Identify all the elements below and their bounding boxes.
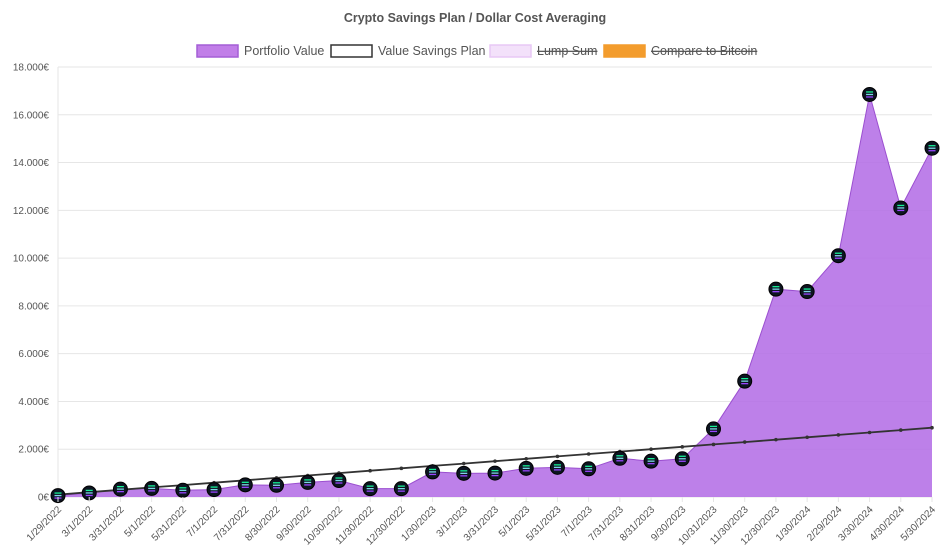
coin-icon <box>81 485 97 501</box>
savings-plan-point <box>930 425 934 430</box>
savings-plan-point <box>711 442 716 447</box>
savings-plan-point <box>774 437 778 442</box>
coin-icon <box>581 461 597 477</box>
legend-swatch <box>330 44 373 58</box>
x-tick-label: 3/31/2023 <box>462 504 502 544</box>
savings-plan-point <box>399 466 404 471</box>
savings-plan-point <box>680 445 685 449</box>
coin-icon <box>674 451 690 467</box>
coin-icon <box>830 248 846 264</box>
coin-icon <box>706 421 721 437</box>
legend-label: Portfolio Value <box>244 44 324 58</box>
x-tick-label: 5/31/2023 <box>524 504 564 544</box>
watermark: CRYPTODCA <box>763 515 901 540</box>
legend-swatch <box>489 44 532 58</box>
savings-plan-point <box>742 440 747 444</box>
legend-label: Value Savings Plan <box>378 44 486 58</box>
y-tick-label: 2.000€ <box>18 445 49 456</box>
coin-icon <box>393 481 409 497</box>
savings-plan-point <box>493 459 497 463</box>
portfolio-value-area <box>58 94 932 497</box>
coin-icon <box>300 474 316 490</box>
legend-item[interactable]: Compare to Bitcoin <box>603 44 757 58</box>
coin-icon <box>549 459 565 475</box>
x-tick-label: 1/30/2023 <box>399 504 439 544</box>
y-tick-label: 8.000€ <box>18 301 49 312</box>
savings-plan-point <box>586 452 591 456</box>
savings-plan-point <box>836 433 841 437</box>
grid <box>57 66 932 498</box>
watermark-text: CRYPTODCA <box>763 515 901 540</box>
coin-icon <box>144 480 160 496</box>
coin-icon <box>893 200 909 216</box>
legend-label: Lump Sum <box>537 44 597 58</box>
savings-plan-point <box>555 454 560 459</box>
coin-icon <box>924 140 940 156</box>
chart-title: Crypto Savings Plan / Dollar Cost Averag… <box>344 11 606 25</box>
savings-plan-point <box>368 468 372 473</box>
legend-swatch <box>196 44 239 58</box>
y-tick-label: 12.000€ <box>13 206 50 217</box>
legend-item[interactable]: Portfolio Value <box>196 44 324 58</box>
coin-icon <box>175 482 191 498</box>
coin-icon <box>237 477 253 493</box>
legend-swatch <box>603 44 646 58</box>
savings-plan-point <box>461 461 466 466</box>
legend: Portfolio Value Value Savings Plan Lump Su… <box>196 44 757 58</box>
x-tick-label: 3/31/2022 <box>87 504 127 544</box>
y-axis-ticks: 0€ 2.000€ 4.000€ 6.000€ 8.000€ 10.000€ 12.000€… <box>13 63 50 504</box>
coin-icon <box>112 481 128 497</box>
legend-item[interactable]: Value Savings Plan <box>330 44 486 58</box>
coin-icon <box>487 465 503 481</box>
coin-icon <box>331 473 347 489</box>
savings-plan-point <box>867 430 872 435</box>
coin-icon <box>206 482 222 498</box>
y-tick-label: 0€ <box>38 493 50 504</box>
coin-icon <box>269 477 284 493</box>
x-tick-label: 5/31/2022 <box>150 504 190 544</box>
coin-icon <box>643 453 659 469</box>
legend-item[interactable]: Lump Sum <box>489 44 597 58</box>
coin-icon <box>799 284 815 300</box>
x-tick-label: 5/30/2024 <box>899 504 939 544</box>
markers <box>50 86 940 504</box>
coin-icon <box>362 481 378 497</box>
coin-icon <box>425 464 441 480</box>
savings-plan-point <box>898 428 903 432</box>
coin-icon <box>456 465 472 481</box>
legend-label: Compare to Bitcoin <box>651 44 757 58</box>
y-tick-label: 14.000€ <box>13 158 50 169</box>
y-tick-label: 4.000€ <box>18 397 49 408</box>
savings-plan-point <box>524 456 529 461</box>
y-tick-label: 10.000€ <box>13 254 50 265</box>
coin-icon <box>518 460 534 476</box>
coin-icon <box>612 450 628 466</box>
coin-icon <box>768 281 784 297</box>
savings-plan-point <box>805 435 809 440</box>
savings-plan-point <box>649 447 653 452</box>
coin-icon <box>737 373 753 389</box>
y-tick-label: 6.000€ <box>18 349 49 360</box>
coin-icon <box>862 86 878 102</box>
y-tick-label: 18.000€ <box>13 63 50 74</box>
x-tick-label: 1/29/2022 <box>25 504 65 544</box>
y-tick-label: 16.000€ <box>13 110 50 121</box>
